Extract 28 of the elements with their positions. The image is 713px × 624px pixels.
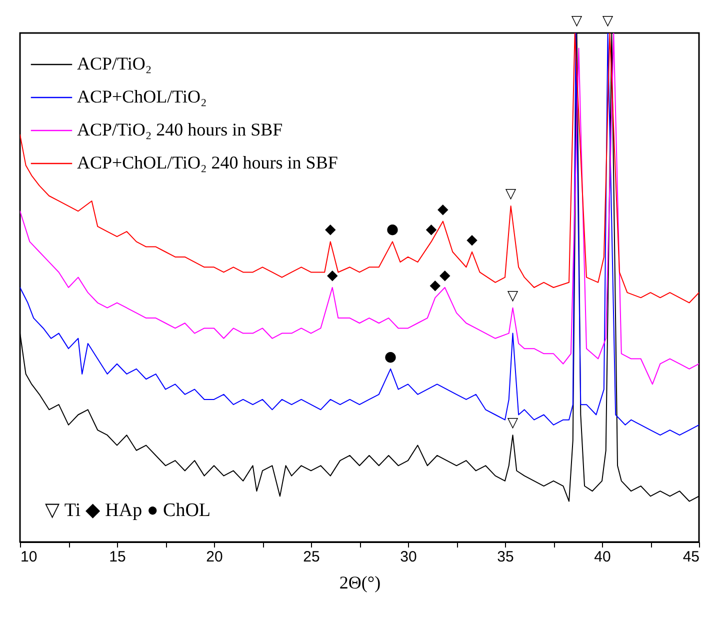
annotation: ◆	[325, 222, 336, 238]
annotation: ◆	[326, 268, 338, 284]
x-tick-label: 30	[400, 548, 417, 566]
annotation: ◆	[430, 278, 441, 294]
legend-label: ACP/TiO₂ 240 hours in SBF	[77, 120, 283, 140]
legend-label: ACP+ChOL/TiO₂ 240 hours in SBF	[77, 152, 338, 172]
annotation: ◆	[426, 222, 437, 238]
annotation: ▽	[571, 13, 582, 29]
legend-label: ACP+ChOL/TiO₂	[77, 86, 207, 106]
x-tick-label: 10	[20, 548, 38, 566]
x-axis-title: 2Θ(°)	[339, 572, 381, 592]
annotation: ▽	[507, 288, 518, 304]
annotation: ●	[384, 348, 397, 365]
annotation: ▽	[602, 13, 614, 29]
x-tick-label: 20	[206, 548, 223, 566]
x-tick-label: 15	[109, 548, 126, 566]
annotation: ◆	[439, 268, 450, 284]
annotation: ◆	[438, 201, 449, 218]
x-tick-label: 25	[303, 548, 320, 566]
legend-label: ACP/TiO₂	[77, 54, 152, 74]
x-tick-label: 35	[497, 548, 514, 566]
x-tick-label: 40	[594, 548, 611, 566]
annotation: ●	[386, 222, 399, 238]
annotation: ◆	[466, 232, 478, 248]
annotation: ▽ Ti ◆ HAp ● ChOL	[45, 500, 211, 521]
annotation: ▽	[507, 415, 518, 432]
x-tick-label: 45	[682, 548, 700, 566]
annotation: ▽	[505, 186, 516, 202]
